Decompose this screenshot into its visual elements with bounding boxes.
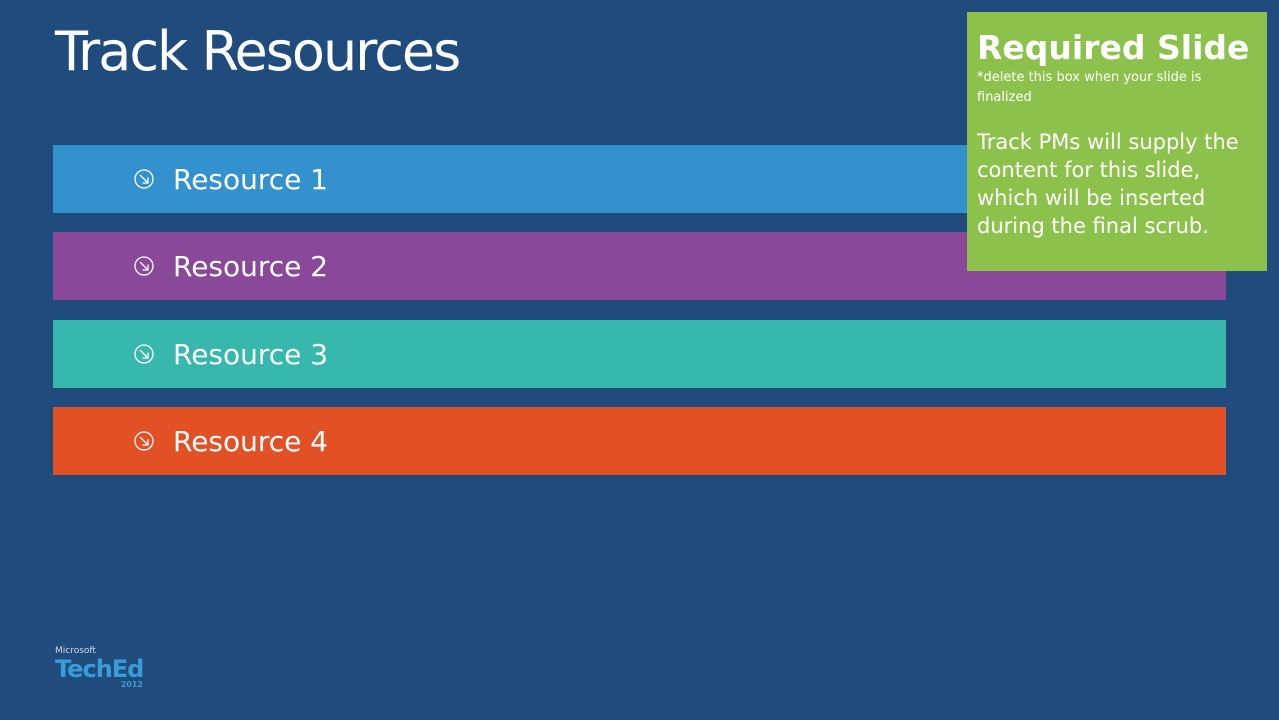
arrow-icon: [134, 169, 154, 189]
logo-year: 2012: [120, 680, 143, 689]
resource-bar: Resource 4: [53, 407, 1226, 475]
logo-product: TechEd: [55, 655, 144, 683]
logo-company: Microsoft: [55, 646, 96, 656]
arrow-icon: [134, 256, 154, 276]
note-body: Track PMs will supply the content for th…: [977, 130, 1239, 238]
slide-title: Track Resources: [55, 20, 461, 83]
resource-label: Resource 3: [173, 337, 329, 371]
resource-bar: Resource 3: [53, 320, 1226, 388]
resource-label: Resource 4: [173, 424, 329, 458]
arrow-icon: [134, 344, 154, 364]
logo: Microsoft TechEd 2012: [55, 646, 144, 689]
arrow-icon: [134, 431, 154, 451]
note-heading: Required Slide: [977, 28, 1250, 67]
note-box: Required Slide *delete this box when you…: [967, 12, 1267, 271]
resource-label: Resource 2: [173, 249, 329, 283]
resource-label: Resource 1: [173, 162, 329, 196]
note-subheading: *delete this box when your slide is fina…: [977, 70, 1202, 105]
